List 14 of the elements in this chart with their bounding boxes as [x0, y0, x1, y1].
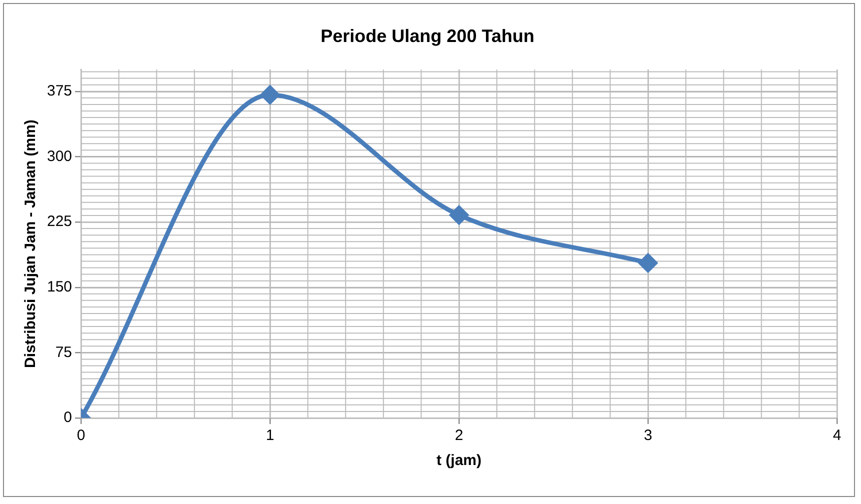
- x-tick-label: 4: [832, 427, 842, 444]
- y-tick-label: 0: [64, 409, 72, 426]
- y-tick-label: 375: [46, 82, 72, 100]
- chart-title: Periode Ulang 200 Tahun: [320, 26, 534, 46]
- x-tick-label: 1: [266, 427, 274, 444]
- x-tick-label: 3: [644, 427, 652, 444]
- x-tick-label: 0: [76, 427, 86, 444]
- x-tick-label: 2: [454, 427, 464, 444]
- y-tick-label: 75: [55, 344, 72, 361]
- x-axis-title: t (jam): [436, 452, 482, 470]
- y-axis-title: Distribusi Jujan Jam - Jaman (mm): [22, 120, 40, 368]
- y-tick-label: 150: [46, 278, 72, 296]
- y-tick-label: 225: [46, 213, 72, 230]
- y-tick-label: 300: [46, 148, 72, 165]
